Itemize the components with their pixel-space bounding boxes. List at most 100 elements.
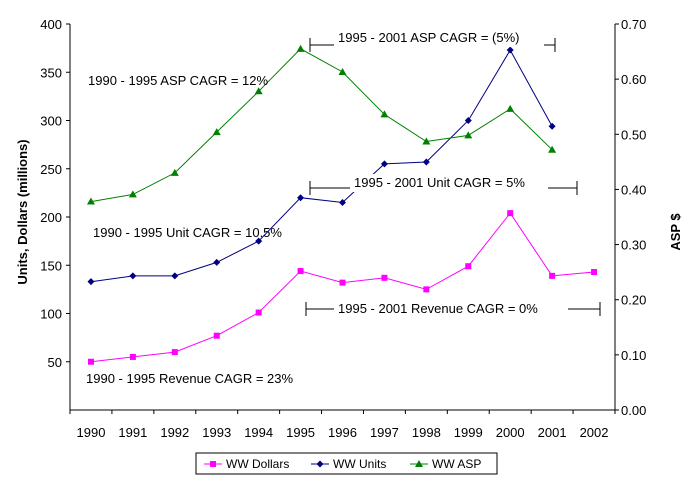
data-point-ww-asp bbox=[548, 145, 557, 153]
left-tick-label: 300 bbox=[40, 114, 62, 129]
annotation-asp-1995-2001-text: 1995 - 2001 ASP CAGR = (5%) bbox=[338, 30, 520, 45]
data-point-ww-units bbox=[380, 160, 388, 168]
annotation-unit-1995-2001-text: 1995 - 2001 Unit CAGR = 5% bbox=[354, 175, 525, 190]
x-tick-label: 1992 bbox=[160, 425, 189, 440]
data-point-ww-units bbox=[297, 194, 305, 202]
annotation-label-bg bbox=[334, 29, 544, 47]
legend-label: WW Dollars bbox=[226, 457, 289, 471]
left-axis-title: Units, Dollars (millions) bbox=[15, 139, 30, 284]
legend-item-ww-units: WW Units bbox=[311, 457, 386, 471]
left-tick-label: 250 bbox=[40, 162, 62, 177]
data-point-ww-units bbox=[339, 199, 346, 207]
right-tick-label: 0.70 bbox=[621, 17, 646, 32]
annotation-asp-1995-2001: 1995 - 2001 ASP CAGR = (5%) bbox=[309, 29, 556, 52]
annotation-revenue-1995-2001: 1995 - 2001 Revenue CAGR = 0% bbox=[305, 300, 601, 318]
data-point-ww-dollars bbox=[339, 279, 346, 286]
right-tick-label: 0.20 bbox=[621, 293, 646, 308]
left-tick-label: 200 bbox=[40, 210, 62, 225]
data-point-ww-dollars bbox=[213, 332, 220, 339]
data-point-ww-units bbox=[506, 46, 514, 54]
data-point-ww-asp bbox=[170, 168, 179, 176]
data-point-ww-dollars bbox=[171, 349, 178, 356]
data-point-ww-asp bbox=[380, 110, 389, 118]
left-tick-label: 150 bbox=[40, 258, 62, 273]
data-point-ww-dollars bbox=[87, 358, 94, 365]
data-point-ww-asp bbox=[86, 197, 95, 205]
legend-swatch-marker bbox=[316, 460, 324, 468]
annotation-revenue-1990-1995-text: 1990 - 1995 Revenue CAGR = 23% bbox=[86, 371, 293, 386]
x-tick-label: 1998 bbox=[412, 425, 441, 440]
data-point-ww-units bbox=[171, 272, 179, 280]
left-tick-label: 350 bbox=[40, 65, 62, 80]
annotation-unit-1990-1995-text: 1990 - 1995 Unit CAGR = 10.5% bbox=[93, 225, 282, 240]
x-tick-label: 1993 bbox=[202, 425, 231, 440]
left-tick-label: 100 bbox=[40, 307, 62, 322]
x-tick-label: 2001 bbox=[538, 425, 567, 440]
x-tick-label: 1997 bbox=[370, 425, 399, 440]
data-point-ww-units bbox=[87, 278, 95, 286]
legend-label: WW Units bbox=[333, 457, 386, 471]
annotation-unit-1995-2001: 1995 - 2001 Unit CAGR = 5% bbox=[309, 174, 578, 195]
right-tick-label: 0.00 bbox=[621, 403, 646, 418]
data-point-ww-units bbox=[129, 272, 137, 280]
data-point-ww-dollars bbox=[297, 268, 304, 275]
legend-swatch-marker bbox=[415, 460, 423, 467]
data-point-ww-dollars bbox=[255, 309, 262, 316]
data-point-ww-asp bbox=[506, 104, 515, 112]
series-line-ww-asp bbox=[90, 48, 553, 203]
series-ww-dollars bbox=[87, 210, 598, 365]
left-tick-label: 50 bbox=[48, 355, 62, 370]
annotation-label-bg bbox=[334, 300, 568, 318]
left-tick-label: 400 bbox=[40, 17, 62, 32]
legend-box bbox=[195, 452, 498, 475]
data-point-ww-dollars bbox=[549, 272, 556, 279]
series-ww-units bbox=[87, 46, 556, 286]
data-point-ww-asp bbox=[128, 190, 137, 198]
data-point-ww-dollars bbox=[591, 269, 598, 276]
legend-label: WW ASP bbox=[432, 457, 481, 471]
x-tick-label: 2000 bbox=[496, 425, 525, 440]
legend-swatch-marker bbox=[210, 461, 216, 467]
legend: WW Dollars WW Units WW ASP bbox=[195, 452, 498, 475]
data-point-ww-units bbox=[464, 117, 472, 124]
data-point-ww-units bbox=[422, 158, 430, 166]
data-point-ww-dollars bbox=[423, 286, 430, 293]
right-tick-label: 0.60 bbox=[621, 72, 646, 87]
right-tick-label: 0.40 bbox=[621, 182, 646, 197]
x-tick-label: 1999 bbox=[454, 425, 483, 440]
x-tick-label: 1994 bbox=[244, 425, 273, 440]
data-point-ww-asp bbox=[338, 67, 347, 75]
series-line-ww-units bbox=[90, 49, 553, 283]
x-tick-label: 1996 bbox=[328, 425, 357, 440]
x-tick-label: 1991 bbox=[118, 425, 147, 440]
right-tick-label: 0.30 bbox=[621, 238, 646, 253]
data-point-ww-asp bbox=[422, 137, 431, 145]
data-point-ww-asp bbox=[464, 131, 473, 139]
data-point-ww-dollars bbox=[129, 353, 136, 360]
annotation-label-bg bbox=[350, 174, 548, 192]
tick-labels: 400 350 300 250 200 150 100 50 0.70 0.60 0.50 0.40 0… bbox=[40, 17, 646, 440]
legend-item-ww-dollars: WW Dollars bbox=[204, 457, 289, 471]
x-tick-label: 2002 bbox=[580, 425, 609, 440]
series-lines bbox=[86, 44, 598, 365]
right-axis-title: ASP $ bbox=[668, 213, 683, 251]
data-point-ww-units bbox=[548, 122, 556, 130]
right-tick-label: 0.10 bbox=[621, 348, 646, 363]
data-point-ww-dollars bbox=[507, 210, 514, 217]
data-point-ww-units bbox=[255, 237, 263, 245]
data-point-ww-asp bbox=[296, 44, 305, 52]
data-point-ww-dollars bbox=[381, 274, 388, 281]
x-tick-label: 1995 bbox=[286, 425, 315, 440]
annotation-asp-1990-1995-text: 1990 - 1995 ASP CAGR = 12% bbox=[88, 73, 269, 88]
data-point-ww-dollars bbox=[465, 263, 472, 270]
annotation-revenue-1995-2001-text: 1995 - 2001 Revenue CAGR = 0% bbox=[338, 301, 538, 316]
x-tick-label: 1990 bbox=[77, 425, 106, 440]
data-point-ww-asp bbox=[212, 128, 221, 136]
data-point-ww-units bbox=[213, 258, 221, 266]
right-tick-label: 0.50 bbox=[621, 127, 646, 142]
legend-item-ww-asp: WW ASP bbox=[410, 457, 481, 471]
series-ww-asp bbox=[86, 44, 557, 205]
data-point-ww-asp bbox=[254, 87, 263, 95]
